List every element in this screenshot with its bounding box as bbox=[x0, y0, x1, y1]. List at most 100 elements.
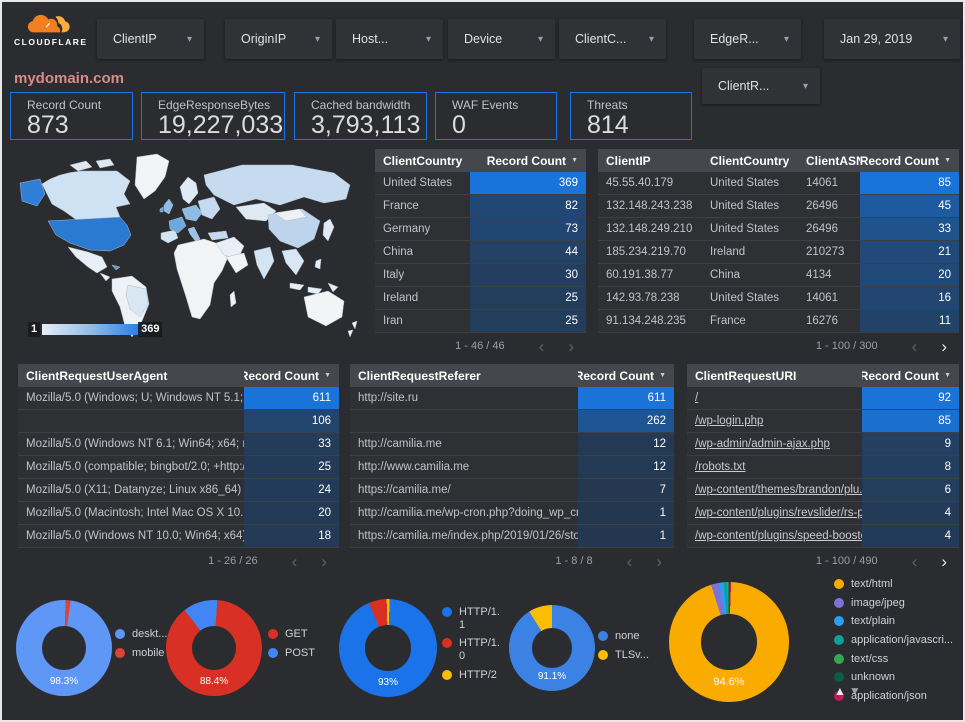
table-row[interactable]: 142.93.78.238 United States 14061 16 bbox=[598, 287, 959, 310]
table-row[interactable]: Iran 25 bbox=[375, 310, 586, 333]
table-row[interactable]: Italy 30 bbox=[375, 264, 586, 287]
chevron-right-icon[interactable]: › bbox=[941, 551, 947, 571]
table-row[interactable]: /wp-content/plugins/revslider/rs-p... 4 bbox=[687, 502, 959, 525]
legend-item[interactable]: POST bbox=[268, 647, 315, 660]
column-header[interactable]: Record Count ▼ bbox=[244, 368, 331, 383]
table-row[interactable]: 45.55.40.179 United States 14061 85 bbox=[598, 172, 959, 195]
chevron-left-icon[interactable]: ‹ bbox=[911, 336, 918, 356]
chevron-right-icon[interactable]: › bbox=[568, 336, 574, 356]
table-row[interactable]: http://site.ru 611 bbox=[350, 387, 674, 410]
filter-clientrequest[interactable]: ClientR... ▾ bbox=[702, 68, 820, 104]
table-row[interactable]: 60.191.38.77 China 4134 20 bbox=[598, 264, 959, 287]
table-row[interactable]: 106 bbox=[18, 410, 339, 433]
donut-device-type[interactable]: 98.3% bbox=[16, 600, 112, 696]
filter-device[interactable]: Device ▾ bbox=[448, 19, 555, 59]
legend-item[interactable]: HTTP/2 bbox=[442, 669, 503, 682]
column-header[interactable]: ClientASN bbox=[806, 153, 860, 168]
table-row[interactable]: 132.148.249.210 United States 26496 33 bbox=[598, 218, 959, 241]
table-row[interactable]: Mozilla/5.0 (compatible; bingbot/2.0; +h… bbox=[18, 456, 339, 479]
uri-link[interactable]: /wp-admin/admin-ajax.php bbox=[695, 438, 830, 450]
chevron-right-icon[interactable]: › bbox=[656, 551, 662, 571]
table-row[interactable]: China 44 bbox=[375, 241, 586, 264]
uri-link[interactable]: /wp-content/plugins/speed-booste... bbox=[695, 530, 862, 542]
table-row[interactable]: /wp-login.php 85 bbox=[687, 410, 959, 433]
donut-content-type[interactable]: 94.6% bbox=[669, 582, 789, 702]
column-header[interactable]: ClientRequestUserAgent bbox=[26, 368, 168, 383]
legend-item[interactable]: text/html bbox=[834, 578, 953, 591]
legend-item[interactable]: HTTP/1.0 bbox=[442, 637, 503, 662]
legend-item[interactable]: text/plain bbox=[834, 615, 953, 628]
triangle-down-icon[interactable]: ▼ bbox=[848, 684, 864, 698]
donut-http-method[interactable]: 88.4% bbox=[166, 600, 262, 696]
table-row[interactable]: 262 bbox=[350, 410, 674, 433]
uri-link[interactable]: /wp-login.php bbox=[695, 415, 764, 427]
uri-link[interactable]: /wp-content/themes/brandon/plu... bbox=[695, 484, 862, 496]
sort-desc-icon[interactable]: ▼ bbox=[324, 372, 331, 379]
legend-item[interactable]: unknown bbox=[834, 671, 953, 684]
chevron-left-icon[interactable]: ‹ bbox=[538, 336, 545, 356]
table-row[interactable]: 132.148.243.238 United States 26496 45 bbox=[598, 195, 959, 218]
table-row[interactable]: Germany 73 bbox=[375, 218, 586, 241]
filter-originip[interactable]: OriginIP ▾ bbox=[225, 19, 332, 59]
table-row[interactable]: https://camilia.me/7 bbox=[350, 479, 674, 502]
legend-item[interactable]: application/json bbox=[834, 690, 953, 703]
table-row[interactable]: http://camilia.me 12 bbox=[350, 433, 674, 456]
table-row[interactable]: Mozilla/5.0 (Windows; U; Windows NT 5.1;… bbox=[18, 387, 339, 410]
table-row[interactable]: http://camilia.me/wp-cron.php?doing_wp_c… bbox=[350, 502, 674, 525]
legend-item[interactable]: GET bbox=[268, 628, 315, 641]
donut-tls-version[interactable]: 91.1% bbox=[509, 605, 595, 691]
sort-desc-icon[interactable]: ▼ bbox=[571, 157, 578, 164]
sort-desc-icon[interactable]: ▼ bbox=[659, 372, 666, 379]
chevron-left-icon[interactable]: ‹ bbox=[626, 551, 633, 571]
table-row[interactable]: 91.134.248.235 France 16276 11 bbox=[598, 310, 959, 333]
table-row[interactable]: Mozilla/5.0 (Windows NT 6.1; Win64; x64;… bbox=[18, 433, 339, 456]
column-header[interactable]: ClientRequestReferer bbox=[358, 368, 481, 383]
legend-item[interactable]: HTTP/1.1 bbox=[442, 606, 503, 631]
column-header[interactable]: Record Count ▼ bbox=[860, 153, 951, 168]
triangle-up-icon[interactable]: ▲ bbox=[834, 684, 849, 698]
table-row[interactable]: Ireland 25 bbox=[375, 287, 586, 310]
date-range-picker[interactable]: Jan 29, 2019 ▾ bbox=[824, 19, 960, 59]
table-row[interactable]: France 82 bbox=[375, 195, 586, 218]
filter-clientcountry[interactable]: ClientC... ▾ bbox=[559, 19, 666, 59]
filter-host[interactable]: Host... ▾ bbox=[336, 19, 443, 59]
legend-item[interactable]: text/css bbox=[834, 653, 953, 666]
uri-link[interactable]: /wp-content/plugins/revslider/rs-p... bbox=[695, 507, 862, 519]
table-row[interactable]: Mozilla/5.0 (Macintosh; Intel Mac OS X 1… bbox=[18, 502, 339, 525]
filter-edgeresponse[interactable]: EdgeR... ▾ bbox=[694, 19, 801, 59]
table-row[interactable]: United States 369 bbox=[375, 172, 586, 195]
table-row[interactable]: http://www.camilia.me 12 bbox=[350, 456, 674, 479]
column-header[interactable]: Record Count ▼ bbox=[578, 368, 666, 383]
column-header[interactable]: Record Count ▼ bbox=[862, 368, 951, 383]
table-row[interactable]: 185.234.219.70 Ireland 210273 21 bbox=[598, 241, 959, 264]
column-header[interactable]: ClientCountry bbox=[710, 153, 790, 168]
sort-desc-icon[interactable]: ▼ bbox=[944, 157, 951, 164]
uri-link[interactable]: / bbox=[695, 392, 699, 404]
column-header[interactable]: ClientRequestURI bbox=[695, 368, 797, 383]
legend-item[interactable]: TLSv... bbox=[598, 649, 649, 662]
table-row[interactable]: Mozilla/5.0 (Windows NT 10.0; Win64; x64… bbox=[18, 525, 339, 548]
column-header[interactable]: Record Count ▼ bbox=[486, 153, 578, 168]
chevron-left-icon[interactable]: ‹ bbox=[911, 551, 918, 571]
table-row[interactable]: Mozilla/5.0 (X11; Datanyze; Linux x86_64… bbox=[18, 479, 339, 502]
chevron-right-icon[interactable]: › bbox=[321, 551, 327, 571]
legend-item[interactable]: deskt... bbox=[115, 628, 167, 641]
table-row[interactable]: /robots.txt 8 bbox=[687, 456, 959, 479]
donut-http-version[interactable]: 93% bbox=[339, 599, 437, 697]
sort-desc-icon[interactable]: ▼ bbox=[944, 372, 951, 379]
table-row[interactable]: https://camilia.me/index.php/2019/01/26/… bbox=[350, 525, 674, 548]
table-row[interactable]: /wp-admin/admin-ajax.php 9 bbox=[687, 433, 959, 456]
table-row[interactable]: /wp-content/themes/brandon/plu... 6 bbox=[687, 479, 959, 502]
column-header[interactable]: ClientCountry bbox=[383, 153, 463, 168]
legend-item[interactable]: image/jpeg bbox=[834, 597, 953, 610]
world-map-chart[interactable]: 1 369 bbox=[12, 149, 372, 349]
legend-item[interactable]: application/javascri... bbox=[834, 634, 953, 647]
uri-link[interactable]: /robots.txt bbox=[695, 461, 746, 473]
chevron-right-icon[interactable]: › bbox=[941, 336, 947, 356]
chevron-left-icon[interactable]: ‹ bbox=[291, 551, 298, 571]
column-header[interactable]: ClientIP bbox=[606, 153, 651, 168]
legend-item[interactable]: none bbox=[598, 630, 649, 643]
table-row[interactable]: /wp-content/plugins/speed-booste... 4 bbox=[687, 525, 959, 548]
table-row[interactable]: / 92 bbox=[687, 387, 959, 410]
filter-clientip[interactable]: ClientIP ▾ bbox=[97, 19, 204, 59]
